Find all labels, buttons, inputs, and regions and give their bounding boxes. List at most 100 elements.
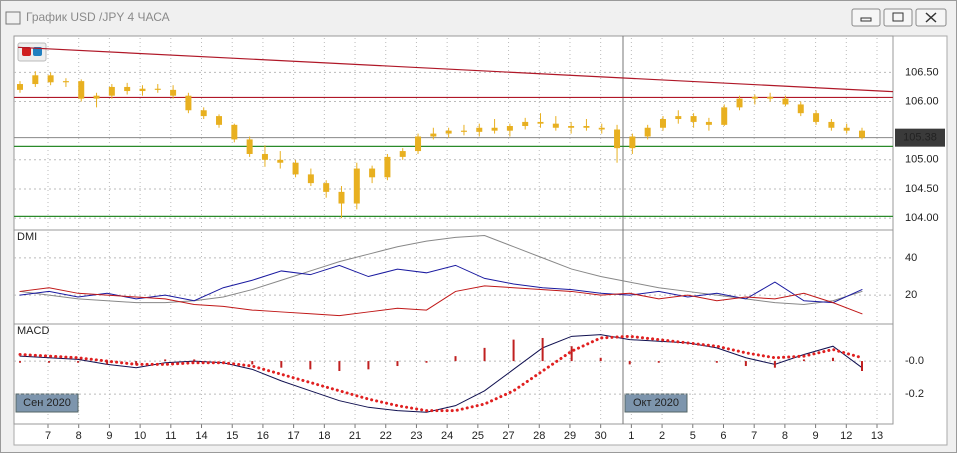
x-tick-label: 14 — [195, 430, 207, 442]
period-label-box — [624, 393, 688, 413]
x-tick-label: 7 — [45, 430, 51, 442]
candle-body — [78, 81, 85, 99]
panel-title: DMI — [17, 231, 37, 243]
close-icon — [925, 12, 937, 23]
period-label: Окт 2020 — [633, 397, 679, 409]
candle-body — [323, 183, 330, 192]
candle-body — [675, 116, 682, 120]
period-label-box — [15, 393, 79, 413]
candle-body — [231, 124, 238, 140]
candle-body — [246, 139, 253, 154]
candle-body — [445, 130, 452, 134]
panel-frame — [13, 323, 894, 425]
x-tick-label: 8 — [782, 430, 788, 442]
candle-body — [108, 86, 115, 96]
x-tick-label: 17 — [288, 430, 300, 442]
candle-body — [277, 159, 284, 163]
candle-body — [751, 96, 758, 99]
candle-body — [460, 130, 467, 132]
candle-body — [629, 136, 636, 149]
candle-body — [17, 84, 23, 90]
candle-body — [384, 156, 391, 178]
x-tick-label: 8 — [76, 430, 82, 442]
candle-body — [705, 121, 712, 125]
period-label: Сен 2020 — [23, 397, 71, 409]
x-tick-label: 22 — [380, 430, 392, 442]
last-price-box — [895, 128, 945, 147]
candle-body — [537, 121, 544, 124]
candle-body — [491, 127, 498, 131]
y-tick-label: 20 — [905, 289, 917, 301]
candle-body — [828, 121, 835, 128]
candle-body — [32, 75, 39, 85]
y-tick-label: 106.50 — [905, 66, 939, 78]
x-tick-label: 6 — [720, 430, 726, 442]
x-tick-label: 16 — [257, 430, 269, 442]
window-buttons[interactable] — [851, 8, 947, 27]
x-tick-label: 10 — [134, 430, 146, 442]
y-tick-label: -0.0 — [905, 355, 924, 367]
candle-body — [415, 136, 422, 152]
candle-body — [62, 81, 69, 83]
last-price-label: 105.38 — [903, 132, 937, 144]
indicator-line — [19, 285, 863, 317]
candle-body — [644, 127, 651, 137]
indicator-line — [19, 334, 863, 413]
x-tick-label: 24 — [441, 430, 453, 442]
candle-body — [47, 75, 54, 83]
y-tick-label: 105.00 — [905, 154, 939, 166]
candle-body — [399, 151, 406, 157]
candle-body — [721, 107, 728, 125]
candle-body — [338, 191, 345, 204]
candle-body — [216, 116, 223, 125]
x-tick-label: 12 — [840, 430, 852, 442]
candle-body — [813, 113, 820, 122]
x-tick-label: 18 — [318, 430, 330, 442]
candle-body — [139, 88, 146, 92]
x-tick-label: 23 — [410, 430, 422, 442]
candle-body — [614, 129, 621, 149]
toggle-red — [22, 47, 31, 56]
toggle-blue — [33, 47, 42, 56]
x-tick-label: 13 — [871, 430, 883, 442]
candle-body — [843, 127, 850, 131]
x-tick-label: 21 — [349, 430, 361, 442]
x-tick-label: 9 — [106, 430, 112, 442]
candle-body — [782, 98, 789, 105]
candle-body — [506, 126, 513, 131]
signal-line — [18, 334, 864, 413]
candle-body — [353, 168, 360, 204]
candle-body — [598, 127, 605, 130]
candle-body — [736, 98, 743, 108]
candle-body — [522, 121, 529, 127]
y-tick-label: 104.50 — [905, 183, 939, 195]
candle-body — [797, 104, 804, 114]
candle-body — [552, 123, 559, 128]
candle-body — [369, 168, 376, 178]
x-tick-label: 2 — [659, 430, 665, 442]
x-tick-label: 1 — [628, 430, 634, 442]
x-tick-label: 29 — [564, 430, 576, 442]
candle-body — [430, 133, 437, 137]
x-tick-label: 7 — [751, 430, 757, 442]
candle-body — [476, 127, 483, 132]
candle-body — [568, 126, 575, 128]
candle-body — [154, 88, 161, 90]
x-tick-label: 30 — [595, 430, 607, 442]
candle-body — [307, 174, 314, 184]
candle-body — [124, 86, 131, 92]
restore-button[interactable] — [883, 8, 913, 27]
x-tick-label: 27 — [502, 430, 514, 442]
candle-body — [200, 110, 207, 117]
y-tick-label: 104.00 — [905, 212, 939, 224]
panel-title: MACD — [17, 325, 49, 337]
x-tick-label: 11 — [165, 430, 176, 442]
candle-body — [859, 130, 865, 138]
x-tick-label: 9 — [813, 430, 819, 442]
x-tick-label: 25 — [472, 430, 484, 442]
window-title: График USD /JPY 4 ЧАСА — [26, 10, 170, 24]
candle-body — [767, 96, 774, 99]
indicator-line — [19, 235, 863, 305]
restore-icon — [892, 12, 904, 22]
